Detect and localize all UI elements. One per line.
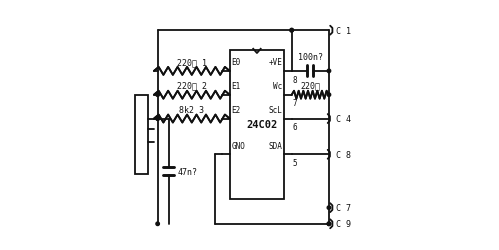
Circle shape <box>327 222 331 226</box>
Text: Wc: Wc <box>273 82 282 91</box>
Text: 5: 5 <box>293 158 297 167</box>
Bar <box>230 51 284 199</box>
Text: C 8: C 8 <box>336 150 351 159</box>
Text: 7: 7 <box>292 99 297 108</box>
Circle shape <box>327 206 331 210</box>
Text: C 4: C 4 <box>336 114 351 124</box>
Bar <box>135 95 148 174</box>
Text: 8: 8 <box>292 75 297 84</box>
Circle shape <box>327 222 331 226</box>
Circle shape <box>156 94 159 97</box>
Text: 220΢: 220΢ <box>300 82 320 90</box>
Text: ScL: ScL <box>268 106 282 114</box>
Text: 24C02: 24C02 <box>247 120 278 130</box>
Text: C 7: C 7 <box>336 203 351 212</box>
Circle shape <box>156 117 159 121</box>
Text: E1: E1 <box>232 82 241 91</box>
Text: 220΢ 2: 220΢ 2 <box>177 82 207 90</box>
Circle shape <box>290 29 293 33</box>
Text: +VE: +VE <box>268 58 282 67</box>
Circle shape <box>327 70 331 73</box>
Text: C 1: C 1 <box>336 26 351 36</box>
Text: E0: E0 <box>232 58 241 67</box>
Text: 220΢ 1: 220΢ 1 <box>177 58 207 67</box>
Text: 6: 6 <box>293 123 297 132</box>
Text: E2: E2 <box>232 106 241 114</box>
Text: 100n?: 100n? <box>298 53 323 62</box>
Circle shape <box>156 222 159 226</box>
Circle shape <box>327 94 331 97</box>
Text: 47n?: 47n? <box>178 167 198 176</box>
Circle shape <box>290 29 293 33</box>
Text: C 9: C 9 <box>336 220 351 228</box>
Text: GNO: GNO <box>232 141 246 150</box>
Circle shape <box>156 117 159 121</box>
Text: 8k2 3: 8k2 3 <box>179 105 204 114</box>
Text: SDA: SDA <box>268 141 282 150</box>
